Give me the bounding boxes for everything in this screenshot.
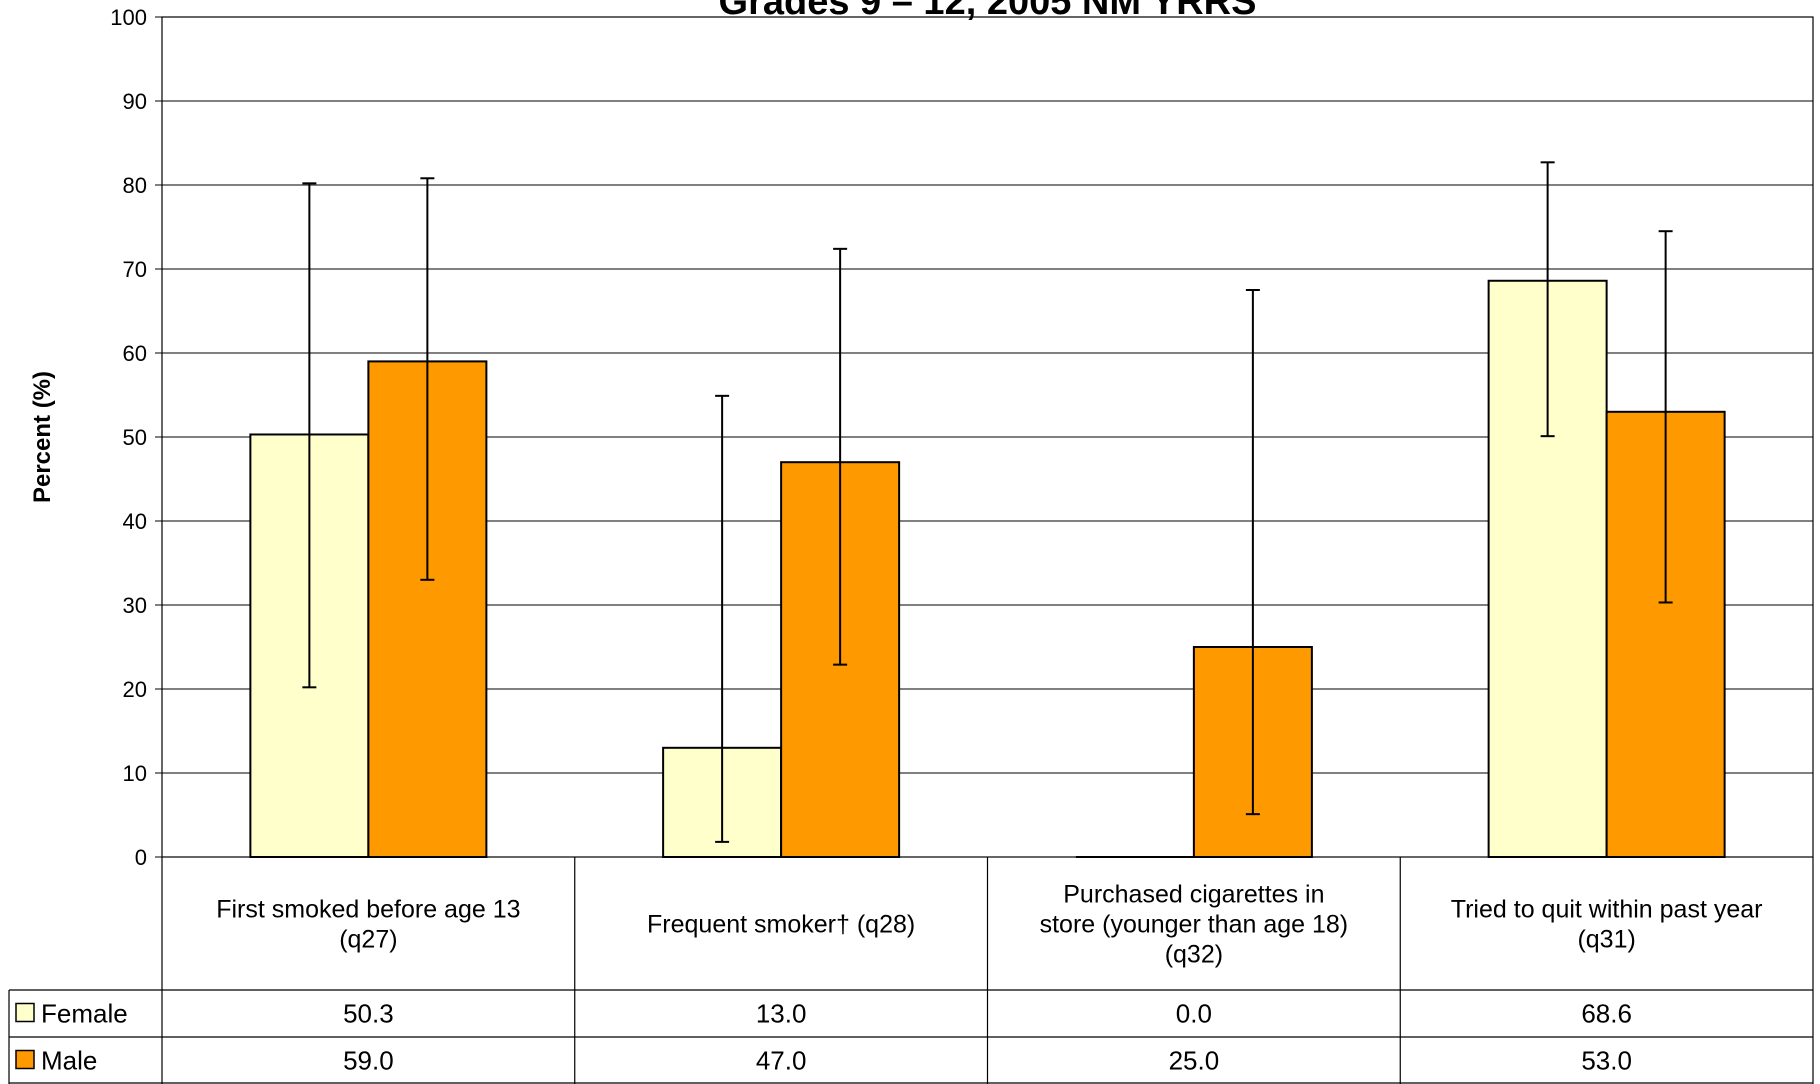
category-label: First smoked before age 13 [216, 896, 520, 924]
y-tick-label: 30 [123, 593, 147, 618]
y-tick-label: 0 [135, 845, 147, 870]
data-label: 53.0 [1581, 1046, 1632, 1076]
legend-key-male [15, 1049, 35, 1070]
y-axis-label: Percent (%) [29, 371, 56, 503]
category-label: Purchased cigarettes in [1063, 881, 1324, 909]
category-label: (q32) [1165, 941, 1223, 969]
legend-label-female: Female [41, 999, 128, 1029]
data-label: 68.6 [1581, 999, 1632, 1029]
category-label: Tried to quit within past year [1451, 896, 1763, 924]
data-label: 0.0 [1176, 999, 1212, 1029]
y-tick-label: 40 [123, 509, 147, 534]
data-label: 59.0 [343, 1046, 394, 1076]
y-tick-label: 60 [123, 341, 147, 366]
legend-key-female [15, 1002, 35, 1023]
y-tick-label: 50 [123, 425, 147, 450]
category-label: (q27) [339, 926, 397, 954]
data-label: 13.0 [756, 999, 807, 1029]
data-label: 25.0 [1169, 1046, 1220, 1076]
y-tick-label: 80 [123, 173, 147, 198]
y-tick-label: 70 [123, 257, 147, 282]
y-tick-label: 90 [123, 89, 147, 114]
data-label: 47.0 [756, 1046, 807, 1076]
data-label: 50.3 [343, 999, 394, 1029]
category-label: store (younger than age 18) [1040, 911, 1349, 939]
y-tick-label: 10 [123, 761, 147, 786]
chart-title: Grades 9 – 12, 2005 NM YRRS [719, 0, 1257, 23]
category-label: Frequent smoker† (q28) [647, 911, 915, 939]
category-label: (q31) [1577, 926, 1635, 954]
y-tick-label: 100 [110, 5, 147, 30]
legend-label-male: Male [41, 1046, 97, 1076]
y-tick-label: 20 [123, 677, 147, 702]
